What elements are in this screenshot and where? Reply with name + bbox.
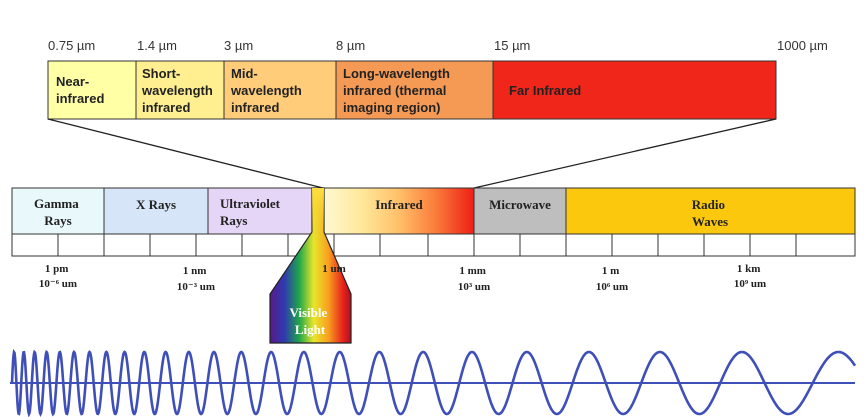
short-wavelength-infrared-label: Short- wavelength infrared xyxy=(141,66,216,115)
ultraviolet-label: Ultraviolet Rays xyxy=(220,196,283,228)
x-rays-label: X Rays xyxy=(136,197,176,212)
wavelength-wave-illustration xyxy=(10,348,857,417)
band-long-wavelength-infrared xyxy=(335,60,494,120)
band-ultraviolet xyxy=(207,187,313,235)
band-mid-wavelength-infrared xyxy=(223,60,337,120)
wavelength-label-1-4um: 1.4 µm xyxy=(137,38,177,53)
band-near-infrared xyxy=(47,60,137,120)
wavelength-label-15um: 15 µm xyxy=(494,38,530,53)
band-microwave xyxy=(473,187,567,235)
wavelength-label-1000um: 1000 µm xyxy=(777,38,828,53)
band-short-wavelength-infrared xyxy=(135,60,225,120)
band-x-rays xyxy=(103,187,209,235)
wavelength-label-0-75um: 0.75 µm xyxy=(48,38,95,53)
near-infrared-label: Near- infrared xyxy=(56,74,104,106)
visible-light-label: Visible Light xyxy=(289,305,330,337)
gamma-rays-label: Gamma Rays xyxy=(34,196,82,228)
band-gamma-rays xyxy=(11,187,105,235)
scale-labels: 1 pm 10⁻⁶ um 1 nm 10⁻³ um 1 um 1 mm 10³ … xyxy=(39,263,766,293)
wave-curve xyxy=(10,348,857,417)
wavelength-label-8um: 8 µm xyxy=(336,38,365,53)
band-radio-waves xyxy=(565,187,856,235)
visible-light-funnel: Visible Light xyxy=(269,187,352,344)
infrared-detail-bar: Near- infrared Short- wavelength infrare… xyxy=(47,60,777,120)
scale-label-1km: 1 km 10⁹ um xyxy=(734,263,766,290)
scale-label-1nm: 1 nm 10⁻³ um xyxy=(177,265,215,293)
microwave-label: Microwave xyxy=(489,197,551,212)
scale-label-1um: 1 um xyxy=(322,263,346,275)
wavelength-label-3um: 3 µm xyxy=(224,38,253,53)
infrared-wavelength-labels: 0.75 µm 1.4 µm 3 µm 8 µm 15 µm 1000 µm xyxy=(48,38,828,53)
scale-label-1m: 1 m 10⁶ um xyxy=(596,265,628,293)
mid-wavelength-infrared-label: Mid- wavelength infrared xyxy=(230,66,305,115)
band-infrared xyxy=(323,187,475,235)
band-far-infrared xyxy=(492,60,777,120)
long-wavelength-infrared-label: Long-wavelength infrared (thermal imagin… xyxy=(343,66,454,115)
scale-label-1pm: 1 pm 10⁻⁶ um xyxy=(39,263,77,290)
spectrum-bar: Gamma Rays X Rays Ultraviolet Rays Infra… xyxy=(11,187,856,235)
scale-label-1mm: 1 mm 10³ um xyxy=(458,265,490,293)
zoom-connector-lines xyxy=(47,118,777,189)
radio-waves-label: Radio Waves xyxy=(692,197,728,229)
scale-ruler xyxy=(11,233,856,257)
far-infrared-label: Far Infrared xyxy=(509,83,581,98)
infrared-label: Infrared xyxy=(375,197,423,212)
